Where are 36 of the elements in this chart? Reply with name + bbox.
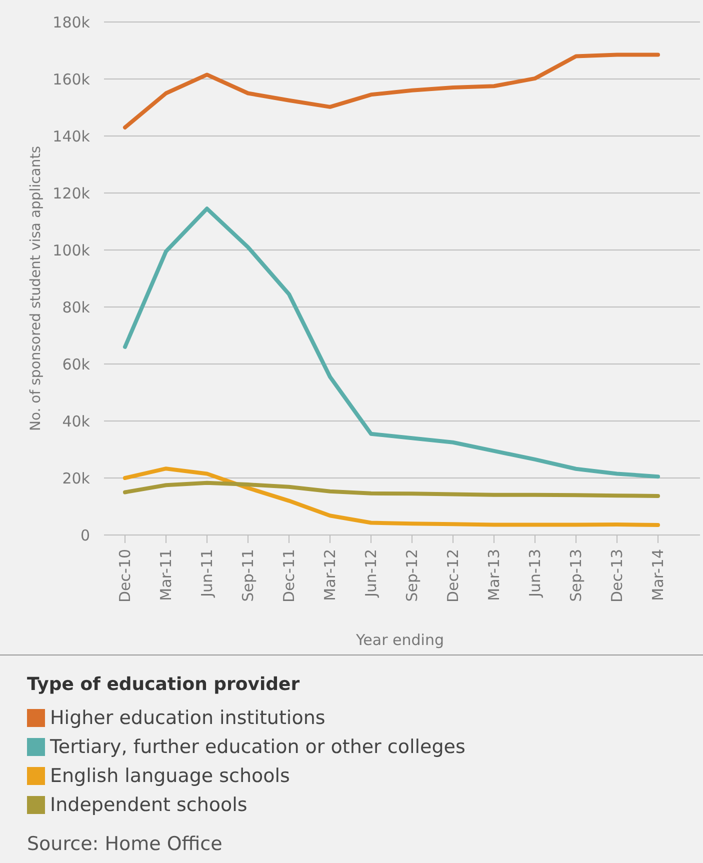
legend-label: Independent schools bbox=[50, 794, 248, 816]
legend-label: Higher education institutions bbox=[50, 707, 326, 729]
x-axis-title: Year ending bbox=[355, 631, 444, 649]
legend-label: English language schools bbox=[50, 765, 290, 787]
y-axis-title: No. of sponsored student visa applicants bbox=[28, 146, 44, 432]
x-tick-label: Mar-12 bbox=[321, 549, 339, 601]
y-tick-label: 60k bbox=[62, 355, 90, 374]
x-tick-label: Sep-11 bbox=[239, 549, 257, 602]
y-tick-label: 120k bbox=[52, 184, 90, 202]
y-tick-label: 20k bbox=[62, 469, 90, 488]
source-note: Source: Home Office bbox=[27, 833, 222, 855]
y-tick-label: 80k bbox=[62, 298, 90, 316]
line-series bbox=[123, 206, 660, 479]
x-tick-label: Sep-12 bbox=[403, 549, 421, 602]
x-tick-label: Mar-11 bbox=[157, 549, 175, 601]
y-tick-label: 180k bbox=[52, 13, 90, 32]
y-tick-label: 140k bbox=[52, 127, 90, 146]
x-tick-label: Jun-13 bbox=[526, 549, 544, 598]
y-tick-label: 160k bbox=[52, 70, 90, 88]
x-tick-label: Dec-12 bbox=[444, 549, 462, 603]
line-series bbox=[123, 52, 660, 130]
x-tick-label: Sep-13 bbox=[567, 549, 585, 602]
y-tick-label: 40k bbox=[62, 412, 90, 430]
legend-title: Type of education provider bbox=[27, 674, 300, 695]
x-tick-label: Jun-11 bbox=[198, 549, 216, 598]
x-tick-label: Jun-12 bbox=[362, 549, 380, 598]
x-tick-label: Mar-14 bbox=[649, 549, 667, 601]
y-tick-label: 100k bbox=[52, 241, 90, 260]
x-tick-label: Dec-13 bbox=[608, 549, 626, 603]
x-tick-label: Dec-11 bbox=[280, 549, 298, 603]
legend-label: Tertiary, further education or other colleges bbox=[49, 736, 466, 758]
y-tick-label: 0 bbox=[80, 526, 90, 544]
x-tick-label: Mar-13 bbox=[485, 549, 503, 601]
line-series bbox=[123, 480, 660, 498]
x-tick-label: Dec-10 bbox=[116, 549, 134, 603]
line-series bbox=[123, 466, 660, 528]
